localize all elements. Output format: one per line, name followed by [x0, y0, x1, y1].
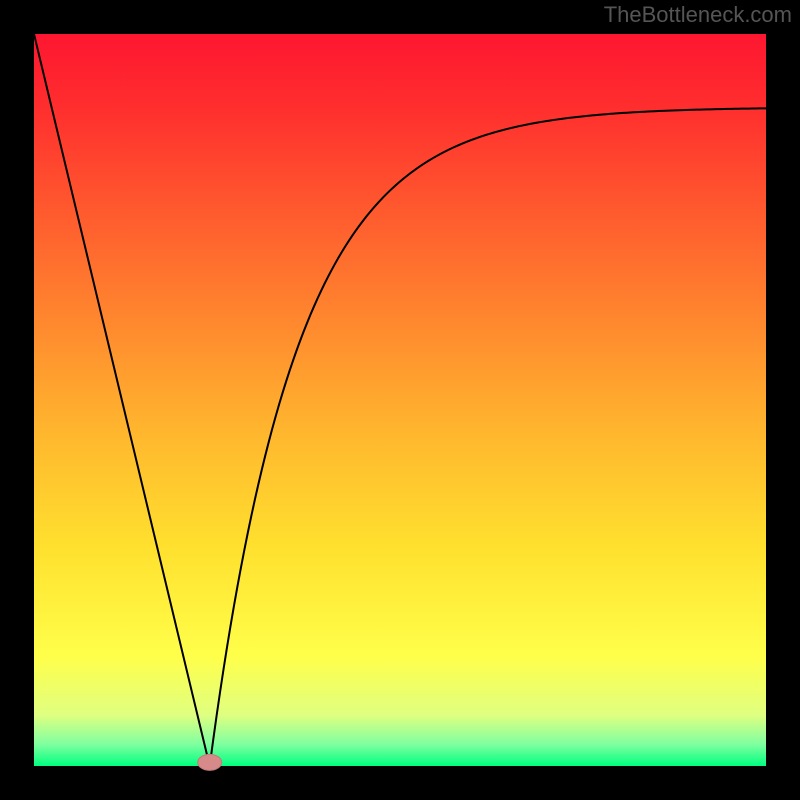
chart-container: TheBottleneck.com [0, 0, 800, 800]
bottleneck-chart [0, 0, 800, 800]
chart-plot-area [34, 34, 766, 766]
optimal-point-marker [198, 754, 222, 770]
attribution-text: TheBottleneck.com [604, 2, 792, 28]
